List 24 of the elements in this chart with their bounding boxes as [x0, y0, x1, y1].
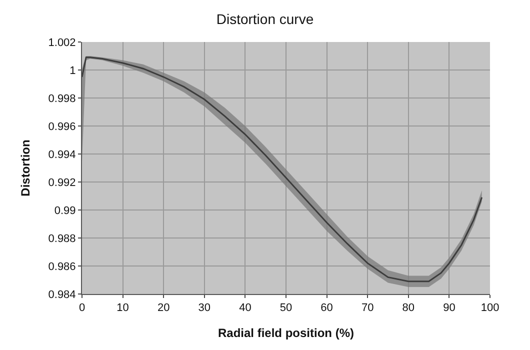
- chart-title: Distortion curve: [216, 10, 314, 27]
- x-tick-label: 90: [443, 302, 456, 314]
- y-axis-title: Distortion: [18, 140, 33, 196]
- x-tick-label: 40: [239, 302, 252, 314]
- x-tick-label: 50: [280, 302, 292, 314]
- x-axis-title: Radial field position (%): [218, 326, 354, 340]
- x-tick-label: 100: [480, 302, 500, 314]
- x-tick-label: 70: [361, 302, 374, 314]
- y-tick-label: 0.994: [48, 148, 76, 161]
- y-tick-label: 0.99: [54, 204, 76, 217]
- x-tick-label: 60: [320, 302, 333, 314]
- y-tick-label: 0.988: [48, 232, 76, 245]
- y-tick-label: 0.986: [48, 260, 76, 273]
- x-tick-label: 30: [198, 302, 211, 314]
- x-tick-label: 80: [402, 302, 415, 314]
- x-tick-label: 20: [157, 302, 170, 314]
- y-tick-label: 0.984: [48, 288, 76, 301]
- y-tick-label: 0.992: [48, 176, 76, 189]
- x-tick-label: 10: [116, 302, 129, 314]
- y-tick-label: 1.002: [48, 36, 76, 49]
- y-tick-label: 0.998: [48, 92, 76, 105]
- x-tick-label: 0: [78, 302, 86, 314]
- y-tick-label: 0.996: [48, 120, 76, 133]
- y-tick-label: 1: [70, 64, 76, 77]
